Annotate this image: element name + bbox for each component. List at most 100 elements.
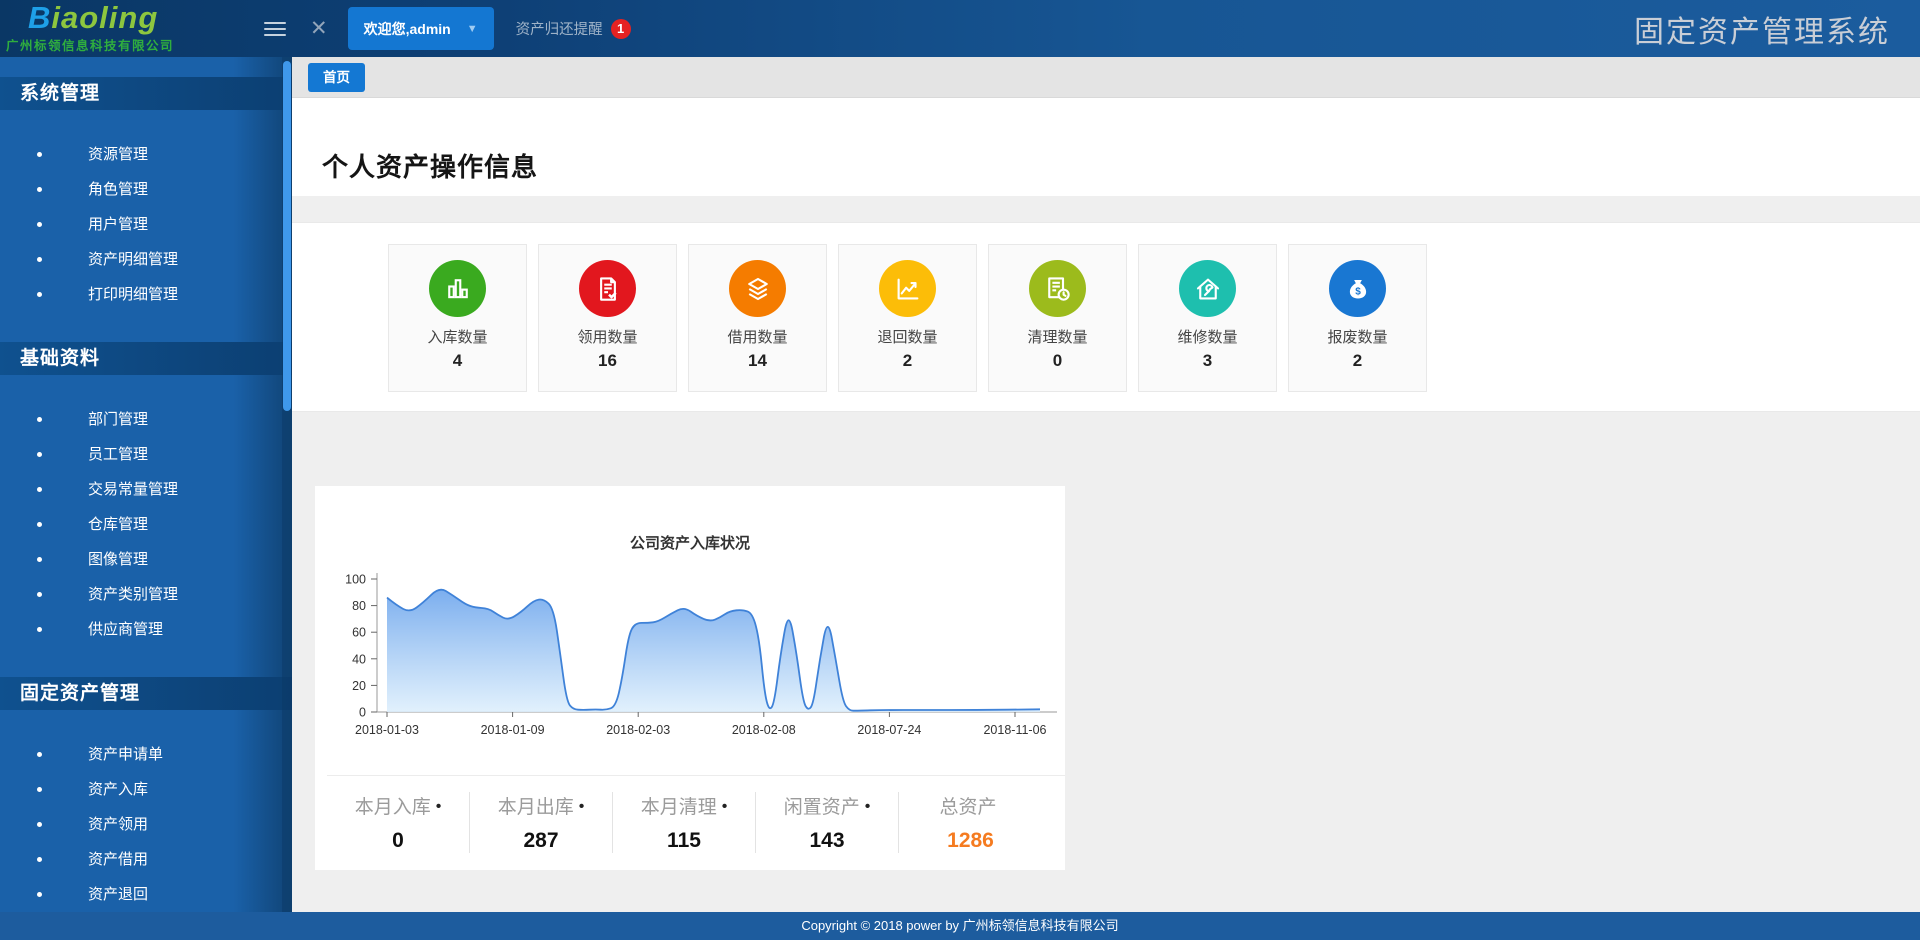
sidebar-item-asset-return[interactable]: 资产退回 [0,877,292,912]
dot-icon: • [435,798,442,815]
sidebar-section-basic: 基础资料 [0,342,292,375]
svg-text:100: 100 [345,573,366,587]
summary-idle-assets: 闲置资产 • 143 [756,792,899,853]
app-header: Biaoling 广州标领信息科技有限公司 ✕ 欢迎您,admin ▼ 资产归还… [0,0,1920,57]
sidebar-scrollbar[interactable] [282,57,292,912]
document-check-icon [579,260,636,317]
stat-label: 领用数量 [577,329,638,346]
stat-label: 借用数量 [727,329,788,346]
sidebar-item-print-detail[interactable]: 打印明细管理 [0,277,292,312]
svg-text:40: 40 [352,652,366,666]
stat-value: 2 [902,351,913,370]
menu-toggle-icon[interactable] [264,21,286,36]
svg-text:60: 60 [352,626,366,640]
svg-text:2018-11-06: 2018-11-06 [983,723,1046,737]
sidebar-item-department[interactable]: 部门管理 [0,402,292,437]
inbound-chart-svg: 0 20 40 60 80 100 2018-01-03 2018-01-09 2018-02-… [345,573,1057,737]
sidebar-item-trade-constant[interactable]: 交易常量管理 [0,472,292,507]
page-title: 个人资产操作信息 [322,152,539,182]
sidebar-item-employee[interactable]: 员工管理 [0,437,292,472]
document-clock-icon [1029,260,1086,317]
dot-icon: • [864,798,871,815]
svg-text:2018-02-03: 2018-02-03 [606,723,670,737]
reminder-badge: 1 [610,18,631,39]
stat-value: 3 [1202,351,1213,370]
stat-card-return: 退回数量 2 [838,244,977,392]
sidebar-scrollbar-thumb[interactable] [283,61,291,411]
chevron-down-icon: ▼ [466,22,478,35]
sidebar-item-asset-receive[interactable]: 资产领用 [0,807,292,842]
sidebar-item-image[interactable]: 图像管理 [0,542,292,577]
sidebar: 系统管理 资源管理 角色管理 用户管理 资产明细管理 打印明细管理 基础资料 部… [0,57,292,912]
sidebar-menu: 资产申请单 资产入库 资产领用 资产借用 资产退回 [0,710,292,912]
stat-value: 0 [1052,351,1063,370]
close-icon[interactable]: ✕ [310,17,328,40]
stat-cards-panel: 入库数量 4 领用数量 16 [292,222,1920,412]
stat-card-borrow: 借用数量 14 [688,244,827,392]
tab-bar: 首页 [292,57,1920,98]
sidebar-item-asset-borrow[interactable]: 资产借用 [0,842,292,877]
footer: Copyright © 2018 power by 广州标领信息科技有限公司 [0,912,1920,940]
sidebar-item-role[interactable]: 角色管理 [0,172,292,207]
sidebar-menu: 资源管理 角色管理 用户管理 资产明细管理 打印明细管理 [0,110,292,342]
sidebar-item-asset-detail[interactable]: 资产明细管理 [0,242,292,277]
svg-text:2018-02-08: 2018-02-08 [732,723,796,737]
logo-wordmark: Biaoling [28,0,159,35]
summary-month-inbound: 本月入库 • 0 [327,792,470,853]
stat-value: 16 [598,351,617,370]
bar-chart-icon [429,260,486,317]
sidebar-item-resource[interactable]: 资源管理 [0,137,292,172]
chart-title: 公司资产入库状况 [629,535,750,552]
sidebar-section-system: 系统管理 [0,77,292,110]
svg-text:80: 80 [352,599,366,613]
logo-subtitle: 广州标领信息科技有限公司 [6,39,175,53]
title-panel: 个人资产操作信息 [292,98,1920,196]
stat-value: 4 [452,351,463,370]
welcome-label: 欢迎您,admin [363,20,451,37]
sidebar-item-user[interactable]: 用户管理 [0,207,292,242]
summary-month-outbound: 本月出库 • 287 [470,792,613,853]
summary-total-assets: 总资产 1286 [939,797,997,852]
sidebar-item-asset-apply[interactable]: 资产申请单 [0,737,292,772]
stat-card-scrap: $ 报废数量 2 [1288,244,1427,392]
reminder-label: 资产归还提醒 [515,22,603,38]
summary-row: 本月入库 • 0 本月出库 • 287 本月清理 • 115 闲置资产 • 143 [327,775,1065,853]
repair-home-icon [1179,260,1236,317]
main-content: 个人资产操作信息 入库数量 4 [292,98,1920,870]
trend-chart-icon [879,260,936,317]
svg-text:20: 20 [352,679,366,693]
stat-card-inbound: 入库数量 4 [388,244,527,392]
stat-label: 维修数量 [1177,329,1238,346]
layers-icon [729,260,786,317]
dot-icon: • [578,798,585,815]
stat-value: 14 [748,351,767,370]
user-menu-button[interactable]: 欢迎您,admin ▼ [347,7,494,50]
sidebar-menu: 部门管理 员工管理 交易常量管理 仓库管理 图像管理 资产类别管理 供应商管理 [0,375,292,677]
sidebar-item-asset-category[interactable]: 资产类别管理 [0,577,292,612]
asset-return-reminder[interactable]: 资产归还提醒 1 [516,18,631,39]
stat-label: 退回数量 [877,329,938,346]
stat-card-receive: 领用数量 16 [538,244,677,392]
logo: Biaoling 广州标领信息科技有限公司 [0,0,250,54]
system-title: 固定资产管理系统 [1634,15,1890,49]
stat-card-clean: 清理数量 0 [988,244,1127,392]
sidebar-item-warehouse[interactable]: 仓库管理 [0,507,292,542]
svg-text:0: 0 [359,706,366,720]
stat-label: 入库数量 [427,329,488,346]
svg-text:$: $ [1355,286,1361,297]
svg-text:2018-07-24: 2018-07-24 [857,723,921,737]
tab-home[interactable]: 首页 [308,62,365,92]
stat-card-repair: 维修数量 3 [1138,244,1277,392]
summary-month-clean: 本月清理 • 115 [613,792,756,853]
svg-text:2018-01-03: 2018-01-03 [355,723,419,737]
money-bag-icon: $ [1329,260,1386,317]
sidebar-item-supplier[interactable]: 供应商管理 [0,612,292,647]
sidebar-item-asset-inbound[interactable]: 资产入库 [0,772,292,807]
dot-icon: • [721,798,728,815]
stat-label: 报废数量 [1327,329,1388,346]
chart-card: 公司资产入库状况 0 20 40 60 80 100 2018-01-03 2018-01-0… [315,486,1065,870]
svg-text:2018-01-09: 2018-01-09 [481,723,545,737]
sidebar-section-fixed-asset: 固定资产管理 [0,677,292,710]
stat-value: 2 [1352,351,1363,370]
stat-label: 清理数量 [1027,329,1088,346]
